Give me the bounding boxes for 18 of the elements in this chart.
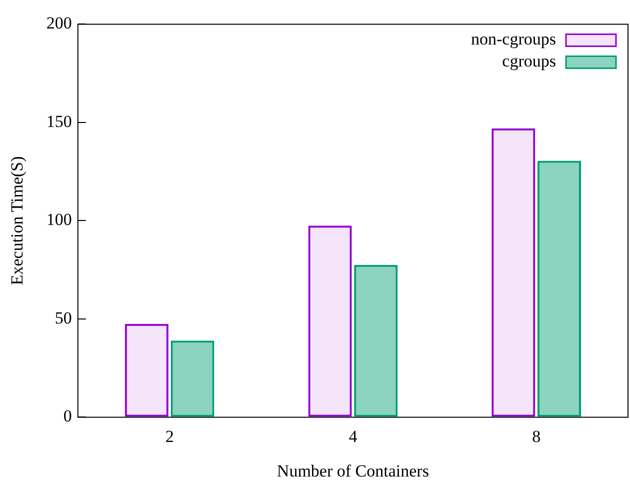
- y-tick-label: 200: [46, 14, 72, 33]
- y-axis-title: Execution Time(S): [8, 156, 27, 286]
- x-tick-label: 2: [165, 426, 174, 446]
- y-tick-label: 150: [46, 112, 72, 131]
- x-tick-label: 4: [348, 426, 358, 446]
- y-tick-label: 0: [63, 406, 72, 426]
- y-tick-label: 50: [54, 308, 72, 328]
- bar: [492, 128, 536, 417]
- x-tick-label: 8: [532, 426, 541, 446]
- bar: [124, 324, 168, 417]
- legend-label: cgroups: [502, 52, 556, 71]
- bar: [170, 340, 214, 417]
- bar: [354, 264, 398, 417]
- bar: [308, 226, 352, 417]
- bar: [537, 160, 582, 417]
- y-tick-label: 100: [46, 210, 72, 230]
- x-axis-title: Number of Containers: [276, 461, 429, 480]
- legend-label: non-cgroups: [471, 30, 556, 49]
